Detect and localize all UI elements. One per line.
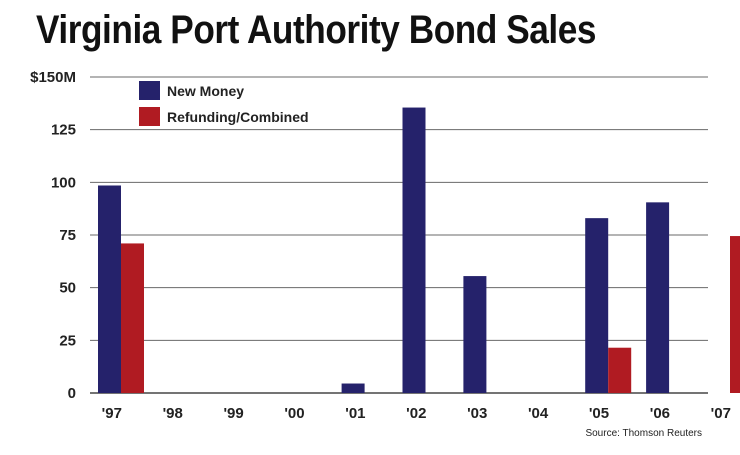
y-axis-ticks: 0 25 50 75 100 125 $150M [30,69,76,402]
bar-refunding-combined-05 [608,347,632,393]
legend-label: New Money [167,83,244,99]
y-tick-label: 100 [51,174,76,191]
legend-swatch [139,107,160,126]
x-tick-label: '98 [163,405,183,422]
y-tick-label: 75 [59,227,76,244]
x-tick-label: '02 [406,405,426,422]
bars [98,107,740,394]
x-tick-label: '03 [467,405,487,422]
source-note: Source: Thomson Reuters [585,428,702,439]
bar-refunding-combined-07 [730,236,740,393]
bar-refunding-combined-97 [121,243,144,393]
x-tick-label: '99 [223,405,243,422]
bar-new-money-03 [463,276,487,393]
legend-swatch [139,81,160,100]
y-tick-label: 25 [59,332,76,349]
x-tick-label: '97 [102,405,122,422]
gridlines [90,76,708,394]
legend: New Money Refunding/Combined [139,81,309,126]
x-axis-ticks: '97 '98 '99 '00 '01 '02 '03 '04 '05 '06 '07 [102,405,731,422]
x-tick-label: '06 [650,405,670,422]
x-tick-label: '05 [589,405,609,422]
bar-new-money-01 [341,383,365,393]
bar-new-money-97 [98,185,121,393]
y-tick-label: 125 [51,122,76,139]
x-tick-label: '01 [345,405,365,422]
y-tick-label: 50 [59,280,76,297]
bar-new-money-05 [585,218,609,393]
y-tick-label: 0 [68,385,76,402]
bar-new-money-02 [402,107,426,394]
x-tick-label: '07 [711,405,731,422]
chart-title: Virginia Port Authority Bond Sales [36,8,597,52]
x-tick-label: '00 [284,405,304,422]
y-tick-label: $150M [30,69,76,86]
bar-new-money-06 [646,202,670,393]
x-tick-label: '04 [528,405,549,422]
legend-label: Refunding/Combined [167,109,309,125]
